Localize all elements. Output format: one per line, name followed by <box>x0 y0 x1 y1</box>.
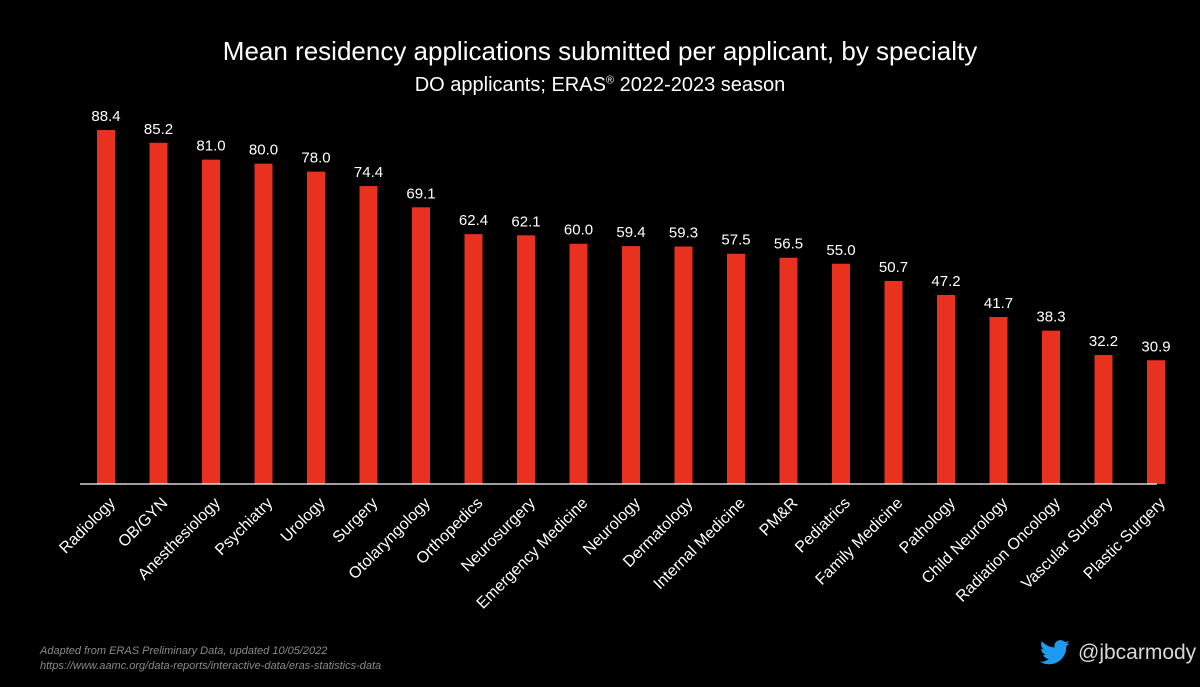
bar-14 <box>832 263 850 484</box>
bar-16 <box>937 294 955 484</box>
tick-label-19: Vascular Surgery <box>1018 495 1116 593</box>
value-label-2: 81.0 <box>196 138 225 155</box>
bar-11 <box>674 246 693 484</box>
bar-2 <box>202 159 220 484</box>
value-label-4: 78.0 <box>301 150 330 167</box>
value-label-7: 62.4 <box>459 212 488 229</box>
bar-15 <box>884 280 903 484</box>
value-label-12: 57.5 <box>721 232 750 249</box>
value-labels-group: 88.4 85.2 81.0 80.0 78.0 74.4 69.1 62.4 62.1 60.0… <box>91 108 1170 355</box>
value-label-5: 74.4 <box>354 164 383 181</box>
twitter-bird-icon <box>1040 640 1070 665</box>
bar-18 <box>1042 330 1060 484</box>
bar-20 <box>1147 360 1165 484</box>
tick-label-18: Radiation Oncology <box>953 495 1064 606</box>
bar-19 <box>1094 355 1113 484</box>
bar-7 <box>464 234 483 484</box>
value-label-10: 59.4 <box>616 224 645 241</box>
bar-1 <box>149 142 168 484</box>
value-label-6: 69.1 <box>406 185 435 202</box>
twitter-handle[interactable]: @jbcarmody <box>1040 640 1196 665</box>
bar-9 <box>569 243 588 484</box>
registered-mark: ® <box>605 74 615 87</box>
value-label-15: 50.7 <box>879 259 908 276</box>
bar-0 <box>97 130 115 484</box>
value-label-16: 47.2 <box>931 273 960 290</box>
value-label-13: 56.5 <box>774 236 803 253</box>
bars-group <box>97 130 1165 485</box>
bar-5 <box>359 186 378 484</box>
chart-subtitle: DO applicants; ERAS® 2022-2023 season <box>0 74 1200 97</box>
bar-10 <box>622 246 640 484</box>
value-label-9: 60.0 <box>564 222 593 239</box>
tick-label-5: Surgery <box>330 495 382 547</box>
bar-12 <box>727 253 745 484</box>
value-label-1: 85.2 <box>144 121 173 138</box>
value-label-18: 38.3 <box>1036 309 1065 326</box>
value-label-19: 32.2 <box>1089 333 1118 350</box>
handle-text: @jbcarmody <box>1078 640 1197 664</box>
value-label-20: 30.9 <box>1141 338 1170 355</box>
value-label-17: 41.7 <box>984 295 1013 312</box>
bar-6 <box>412 207 430 484</box>
subtitle-prefix: DO applicants; ERAS <box>414 74 606 96</box>
bar-8 <box>517 235 535 484</box>
value-label-0: 88.4 <box>91 108 120 125</box>
bar-4 <box>307 171 325 484</box>
tick-label-12: Internal Medicine <box>651 495 749 593</box>
source-url: https://www.aamc.org/data-reports/intera… <box>40 660 382 672</box>
bar-3 <box>254 163 273 485</box>
tick-label-4: Urology <box>278 495 329 546</box>
tick-label-13: PM&R <box>757 495 802 540</box>
value-label-11: 59.3 <box>669 225 698 242</box>
tick-label-0: Radiology <box>56 495 118 557</box>
bar-13 <box>779 257 798 484</box>
value-label-14: 55.0 <box>826 242 855 259</box>
source-note: Adapted from ERAS Preliminary Data, upda… <box>40 645 328 657</box>
value-label-8: 62.1 <box>511 213 540 230</box>
chart-title: Mean residency applications submitted pe… <box>222 36 978 66</box>
tick-label-3: Psychiatry <box>212 495 276 559</box>
subtitle-suffix: 2022-2023 season <box>614 74 786 96</box>
value-label-3: 80.0 <box>249 142 278 159</box>
bar-17 <box>989 317 1008 484</box>
